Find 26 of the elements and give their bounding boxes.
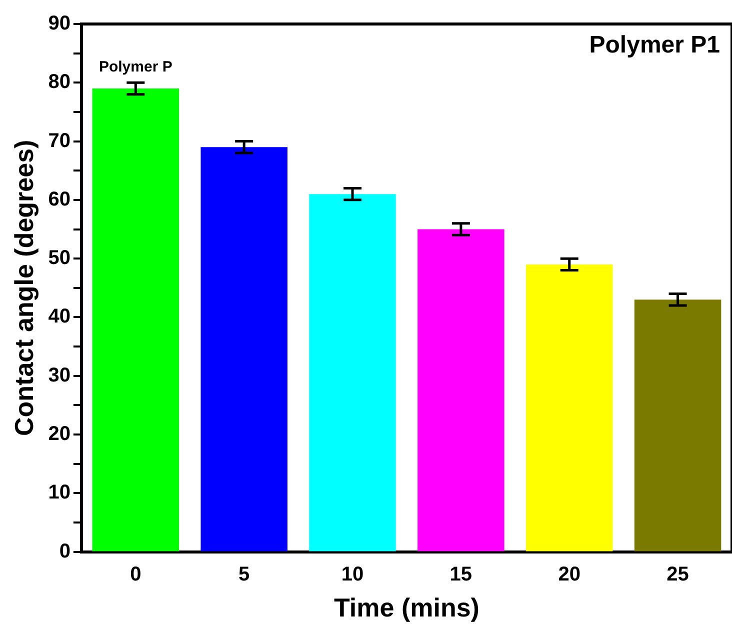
y-tick-label: 80 [48, 71, 70, 94]
x-tick-label: 5 [238, 563, 250, 586]
y-tick-label: 10 [48, 482, 70, 504]
x-tick-label: 10 [341, 563, 364, 586]
bar [200, 147, 288, 552]
x-tick-label: 20 [558, 563, 580, 586]
x-tick-label: 15 [450, 563, 472, 586]
y-tick-label: 40 [48, 306, 70, 328]
y-tick-label: 70 [48, 130, 70, 152]
bar [309, 194, 396, 552]
y-axis-title: Contact angle (degrees) [8, 140, 39, 436]
x-tick-label: 25 [666, 563, 689, 586]
y-tick-label: 30 [48, 364, 70, 386]
bar [526, 264, 613, 552]
bar [418, 229, 504, 552]
x-tick-label: 0 [130, 563, 142, 586]
bar [634, 300, 722, 552]
y-tick-label: 90 [48, 12, 70, 35]
y-tick-label: 50 [48, 247, 70, 270]
y-tick-label: 0 [59, 540, 70, 562]
x-axis-title: Time (mins) [334, 592, 480, 623]
y-tick-label: 60 [48, 188, 70, 210]
y-tick-label: 20 [48, 423, 70, 446]
annotation: Polymer P [98, 58, 172, 76]
bar [92, 88, 180, 552]
chart-title: Polymer P1 [589, 32, 720, 59]
